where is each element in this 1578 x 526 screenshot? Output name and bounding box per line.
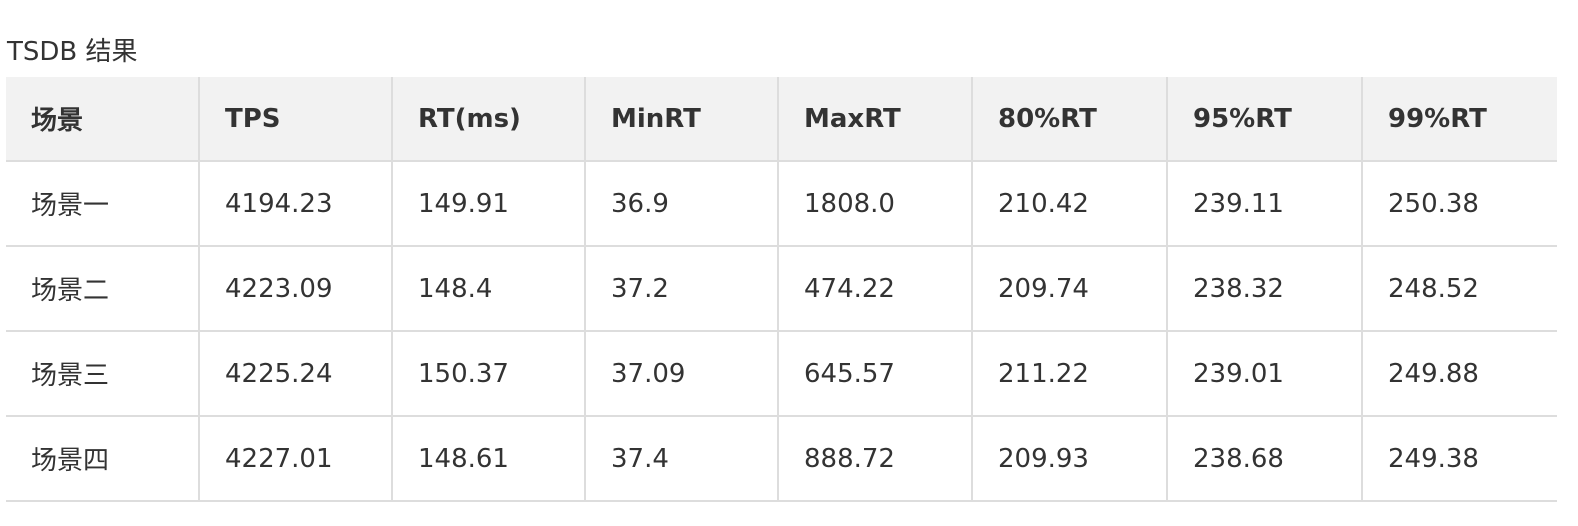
table-cell: 场景二 xyxy=(6,245,200,332)
table-cell: 239.01 xyxy=(1166,330,1363,417)
column-header: MaxRT xyxy=(777,77,973,162)
table-cell: 148.4 xyxy=(391,245,586,332)
table-cell: 888.72 xyxy=(777,415,973,502)
table-row: 场景一 4194.23 149.91 36.9 1808.0 210.42 23… xyxy=(6,161,1557,247)
table-cell: 239.11 xyxy=(1166,161,1363,247)
table-cell: 37.2 xyxy=(584,245,779,332)
table-row: 场景二 4223.09 148.4 37.2 474.22 209.74 238… xyxy=(6,245,1557,332)
table-cell: 210.42 xyxy=(971,161,1168,247)
table-cell: 150.37 xyxy=(391,330,586,417)
table-cell: 211.22 xyxy=(971,330,1168,417)
column-header: MinRT xyxy=(584,77,779,162)
table-cell: 474.22 xyxy=(777,245,973,332)
table-cell: 238.68 xyxy=(1166,415,1363,502)
table-cell: 37.4 xyxy=(584,415,779,502)
table-cell: 37.09 xyxy=(584,330,779,417)
table-cell: 场景三 xyxy=(6,330,200,417)
table-cell: 249.38 xyxy=(1361,415,1557,502)
table-cell: 4227.01 xyxy=(198,415,393,502)
table-cell: 250.38 xyxy=(1361,161,1557,247)
table-cell: 209.74 xyxy=(971,245,1168,332)
table-cell: 248.52 xyxy=(1361,245,1557,332)
table-cell: 238.32 xyxy=(1166,245,1363,332)
column-header: RT(ms) xyxy=(391,77,586,162)
table-cell: 36.9 xyxy=(584,161,779,247)
table-row: 场景四 4227.01 148.61 37.4 888.72 209.93 23… xyxy=(6,415,1557,502)
table-row: 场景三 4225.24 150.37 37.09 645.57 211.22 2… xyxy=(6,330,1557,417)
results-table: 场景 TPS RT(ms) MinRT MaxRT 80%RT 95%RT 99… xyxy=(6,77,1557,502)
column-header: 80%RT xyxy=(971,77,1168,162)
table-cell: 645.57 xyxy=(777,330,973,417)
table-cell: 209.93 xyxy=(971,415,1168,502)
table-cell: 4223.09 xyxy=(198,245,393,332)
column-header: 场景 xyxy=(6,77,200,162)
table-cell: 场景四 xyxy=(6,415,200,502)
column-header: 95%RT xyxy=(1166,77,1363,162)
table-cell: 4225.24 xyxy=(198,330,393,417)
table-cell: 148.61 xyxy=(391,415,586,502)
table-cell: 场景一 xyxy=(6,161,200,247)
table-cell: 149.91 xyxy=(391,161,586,247)
column-header: TPS xyxy=(198,77,393,162)
column-header: 99%RT xyxy=(1361,77,1557,162)
table-header-row: 场景 TPS RT(ms) MinRT MaxRT 80%RT 95%RT 99… xyxy=(6,77,1557,162)
table-cell: 249.88 xyxy=(1361,330,1557,417)
table-cell: 1808.0 xyxy=(777,161,973,247)
table-cell: 4194.23 xyxy=(198,161,393,247)
page-title: TSDB 结果 xyxy=(7,37,138,67)
